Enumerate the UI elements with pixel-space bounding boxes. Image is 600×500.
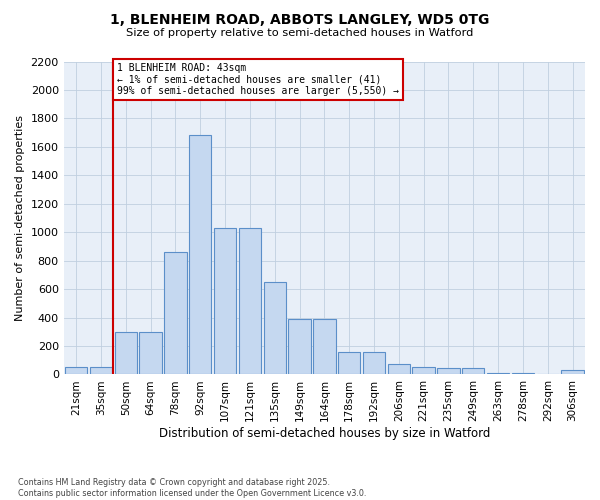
Bar: [338, 352, 361, 374]
Bar: [164, 252, 187, 374]
Bar: [462, 368, 484, 374]
Bar: [239, 228, 261, 374]
X-axis label: Distribution of semi-detached houses by size in Watford: Distribution of semi-detached houses by …: [158, 427, 490, 440]
Text: Contains HM Land Registry data © Crown copyright and database right 2025.
Contai: Contains HM Land Registry data © Crown c…: [18, 478, 367, 498]
Text: Size of property relative to semi-detached houses in Watford: Size of property relative to semi-detach…: [127, 28, 473, 38]
Y-axis label: Number of semi-detached properties: Number of semi-detached properties: [15, 115, 25, 321]
Bar: [115, 332, 137, 374]
Bar: [214, 228, 236, 374]
Bar: [363, 352, 385, 374]
Text: 1 BLENHEIM ROAD: 43sqm
← 1% of semi-detached houses are smaller (41)
99% of semi: 1 BLENHEIM ROAD: 43sqm ← 1% of semi-deta…: [117, 63, 399, 96]
Text: 1, BLENHEIM ROAD, ABBOTS LANGLEY, WD5 0TG: 1, BLENHEIM ROAD, ABBOTS LANGLEY, WD5 0T…: [110, 12, 490, 26]
Bar: [487, 373, 509, 374]
Bar: [388, 364, 410, 374]
Bar: [512, 373, 534, 374]
Bar: [139, 332, 162, 374]
Bar: [562, 370, 584, 374]
Bar: [65, 368, 87, 374]
Bar: [189, 136, 211, 374]
Bar: [263, 282, 286, 374]
Bar: [313, 319, 335, 374]
Bar: [437, 368, 460, 374]
Bar: [289, 319, 311, 374]
Bar: [90, 368, 112, 374]
Bar: [412, 366, 435, 374]
